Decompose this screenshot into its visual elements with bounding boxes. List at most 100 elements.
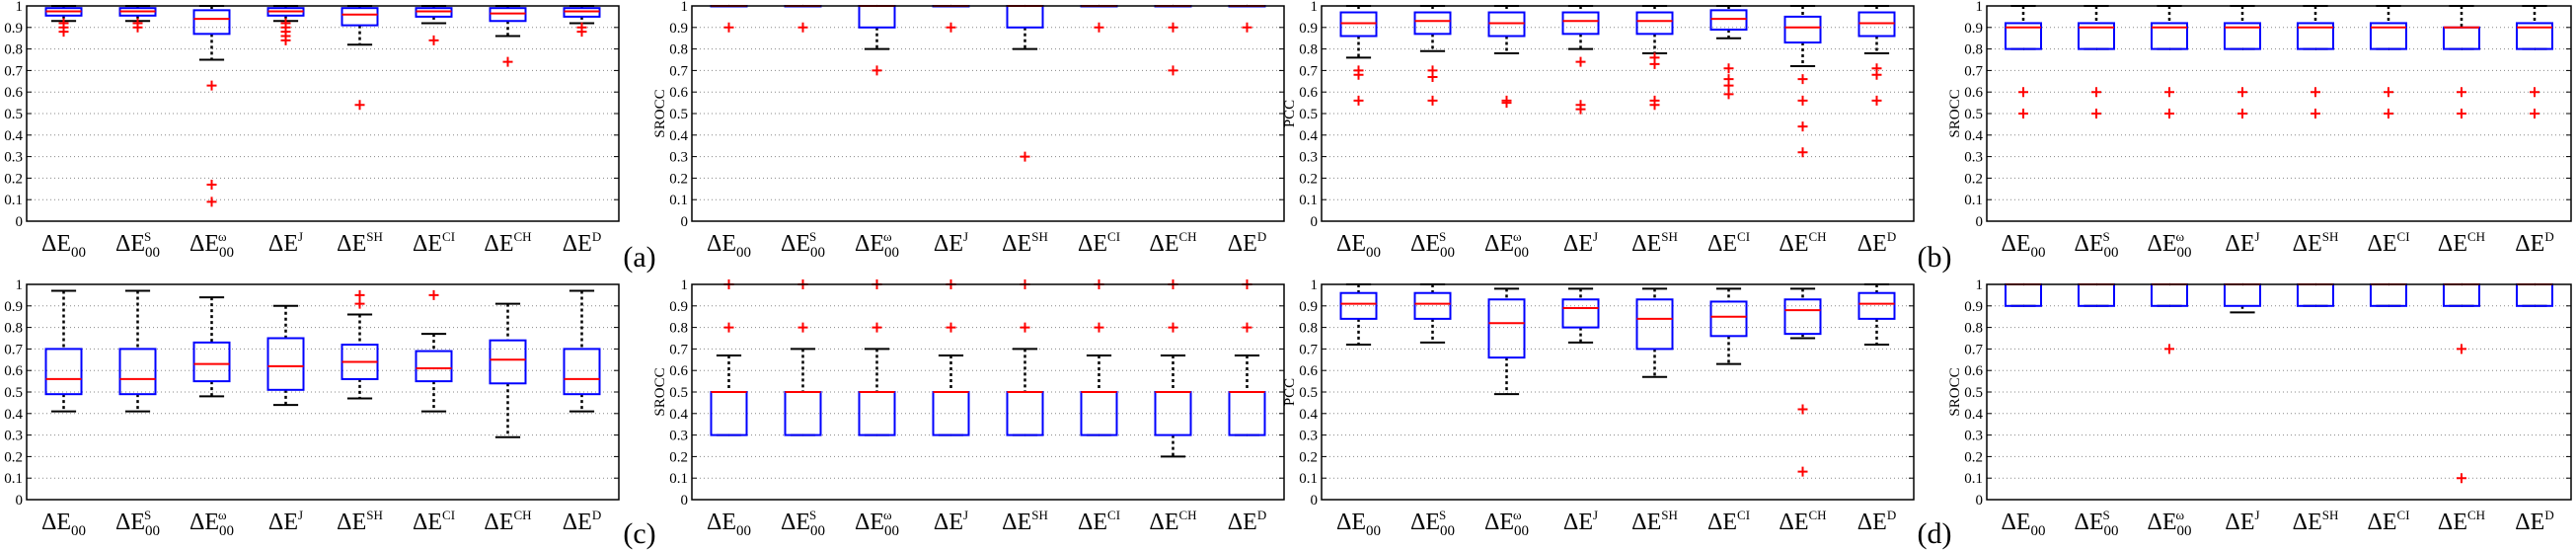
y-tick-label: 0.7	[669, 63, 688, 79]
y-tick-label: 0.4	[1964, 407, 1983, 423]
y-tick-label: 0	[1976, 493, 1984, 509]
x-tick-label: ΔE00	[2001, 231, 2045, 261]
outlier-marker	[58, 27, 69, 38]
outlier-marker	[1649, 58, 1660, 69]
x-tick-label: ΔE00S	[2074, 508, 2118, 539]
y-tick-label: 0.6	[4, 363, 23, 379]
box-c-srocc-5	[1080, 279, 1118, 436]
y-tick-label: 0.7	[4, 342, 23, 357]
x-tick-label: ΔECH	[1779, 229, 1826, 257]
y-tick-label: 0.1	[1964, 193, 1983, 208]
y-tick-label: 0.3	[4, 150, 23, 166]
outlier-marker	[206, 179, 217, 190]
box-a-pcc-3	[266, 5, 305, 45]
outlier-marker	[354, 289, 365, 300]
box-iqr	[1413, 291, 1452, 320]
outlier-marker	[2164, 109, 2174, 118]
box-iqr	[2224, 283, 2261, 307]
plot-a-pcc: 0 0.1 0.2 0.3 0.4 0.5 0.6 0.7 0.8 0.9 1 PCC ΔE00 ΔE00…	[0, 0, 620, 261]
y-tick-label: 1	[16, 277, 24, 293]
box-iqr	[2005, 22, 2042, 50]
box-d-pcc-1	[1413, 283, 1452, 344]
y-tick-label: 0	[1976, 214, 1984, 230]
x-tick-label: ΔECI	[413, 508, 455, 535]
box-b-pcc-7	[1857, 5, 1896, 106]
plot-c-srocc: 0 0.1 0.2 0.3 0.4 0.5 0.6 0.7 0.8 0.9 1 SROCC ΔE00 ΔE…	[652, 277, 1285, 539]
y-tick-label: 0.2	[4, 171, 23, 187]
y-tick-label: 0.7	[669, 342, 688, 357]
x-tick-label: ΔE00ω	[855, 229, 899, 261]
outlier-marker	[354, 100, 365, 111]
box-iqr	[1857, 11, 1896, 38]
box-a-srocc-4	[1006, 5, 1044, 162]
box-iqr	[192, 9, 231, 36]
outlier-marker	[946, 322, 956, 333]
y-tick-label: 0.4	[4, 128, 23, 144]
y-tick-label: 0.1	[1964, 471, 1983, 487]
box-iqr	[1561, 298, 1600, 329]
outlier-marker	[1723, 89, 1734, 100]
box-iqr	[1561, 11, 1600, 36]
x-tick-label: ΔE00S	[115, 508, 160, 539]
box-a-pcc-4	[341, 5, 379, 111]
y-axis-label: PCC	[1282, 378, 1298, 406]
box-a-pcc-0	[44, 5, 83, 38]
y-tick-label: 0	[681, 493, 689, 509]
box-b-pcc-6	[1783, 5, 1822, 158]
box-b-srocc-3	[2224, 5, 2261, 118]
y-axis-label: PCC	[1282, 100, 1298, 127]
box-b-srocc-5	[2370, 5, 2407, 118]
y-tick-label: 0.6	[4, 85, 23, 101]
plot-b-pcc: 0 0.1 0.2 0.3 0.4 0.5 0.6 0.7 0.8 0.9 1 PCC ΔE00 ΔE00…	[1282, 0, 1915, 261]
box-d-pcc-3	[1561, 287, 1600, 344]
y-axis-label: SROCC	[652, 89, 668, 137]
y-axis-label: PCC	[0, 100, 3, 127]
outlier-marker	[723, 22, 734, 33]
x-tick-label: ΔED	[563, 229, 601, 257]
x-tick-label: ΔESH	[1631, 508, 1678, 535]
x-tick-label: ΔED	[2515, 508, 2553, 535]
box-d-srocc-3	[2224, 283, 2261, 314]
y-tick-label: 0.9	[1299, 21, 1318, 37]
box-iqr	[2078, 283, 2115, 307]
x-tick-label: ΔESH	[1002, 229, 1048, 257]
y-tick-label: 0.8	[1299, 321, 1318, 337]
y-tick-label: 1	[1976, 277, 1984, 293]
y-tick-label: 0.2	[4, 449, 23, 465]
box-iqr	[2151, 22, 2188, 50]
box-a-pcc-1	[118, 5, 157, 33]
outlier-marker	[2311, 87, 2320, 98]
y-tick-label: 0	[1311, 214, 1319, 230]
x-tick-label: ΔE00ω	[2147, 508, 2191, 539]
box-iqr	[1783, 15, 1822, 44]
outlier-marker	[206, 196, 217, 207]
box-a-srocc-1	[784, 5, 822, 33]
x-tick-label: ΔECI	[2367, 229, 2409, 257]
box-d-pcc-4	[1635, 287, 1674, 378]
y-tick-label: 0.3	[1299, 150, 1318, 166]
y-tick-label: 0.7	[4, 63, 23, 79]
box-b-pcc-5	[1709, 5, 1748, 100]
y-tick-label: 0.3	[1964, 150, 1983, 166]
box-iqr	[858, 5, 896, 29]
y-tick-label: 0.4	[1964, 128, 1983, 144]
y-tick-label: 0.5	[669, 385, 688, 401]
y-tick-label: 0.3	[4, 429, 23, 444]
outlier-marker	[428, 289, 439, 300]
box-b-srocc-6	[2443, 5, 2480, 118]
outlier-marker	[2457, 344, 2466, 354]
y-tick-label: 1	[681, 0, 689, 15]
plot-frame	[26, 5, 620, 222]
box-a-pcc-6	[489, 5, 527, 67]
outlier-marker	[2530, 87, 2539, 98]
x-tick-label: ΔED	[1228, 508, 1266, 535]
x-tick-label: ΔECI	[1078, 508, 1120, 535]
y-axis-label: PCC	[0, 378, 3, 406]
x-tick-label: ΔEJ	[1563, 229, 1598, 257]
outlier-marker	[723, 322, 734, 333]
y-tick-label: 0.8	[4, 42, 23, 58]
box-c-srocc-1	[784, 279, 822, 436]
box-iqr	[2224, 22, 2261, 50]
y-tick-label: 0	[1311, 493, 1319, 509]
y-tick-label: 0.7	[1964, 342, 1983, 357]
